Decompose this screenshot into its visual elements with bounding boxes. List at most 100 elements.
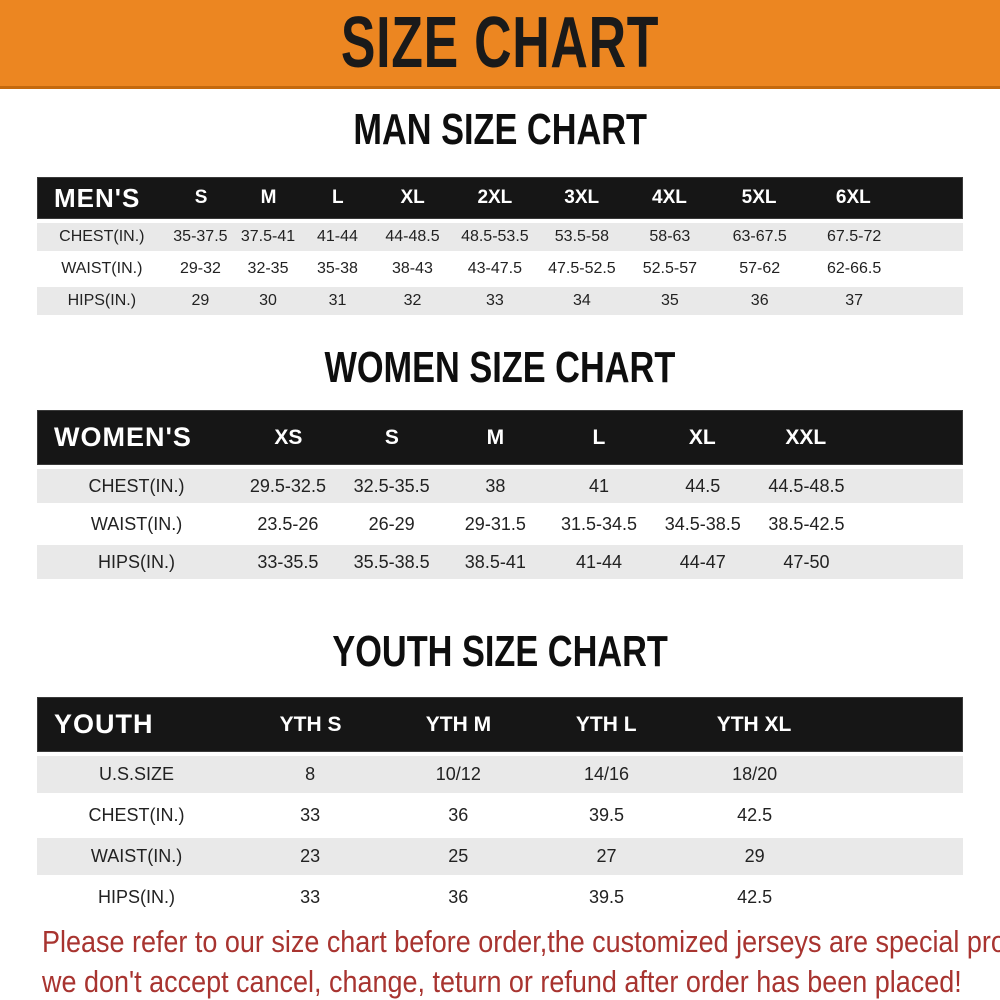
table-cell: 34.5-38.5 <box>664 513 741 534</box>
women-col-header-xl: XL <box>688 425 716 449</box>
table-cell: 67.5-72 <box>827 228 882 245</box>
table-cell: 35 <box>660 292 679 309</box>
table-cell: 47-50 <box>783 551 830 572</box>
women-col-header-m: M <box>486 425 505 449</box>
table-cell: 35-38 <box>317 260 358 277</box>
table-cell: 44.5 <box>685 475 721 496</box>
table-cell: 23.5-26 <box>257 513 319 534</box>
men-col-header-s: S <box>194 187 208 208</box>
women-waist-row: WAIST(IN.) 23.5-26 26-29 29-31.5 31.5-34… <box>37 507 963 541</box>
table-cell: 31 <box>328 292 347 309</box>
table-cell: 39.5 <box>588 805 624 825</box>
table-cell: 42.5 <box>737 805 773 825</box>
youth-section-title: YOUTH SIZE CHART <box>0 627 1000 677</box>
men-col-header-3xl: 3XL <box>564 187 600 208</box>
youth-ussize-row: U.S.SIZE 8 10/12 14/16 18/20 <box>37 756 963 793</box>
row-label: U.S.SIZE <box>99 764 175 784</box>
table-cell: 41-44 <box>317 228 358 245</box>
table-cell: 63-67.5 <box>732 228 787 245</box>
men-chest-row: CHEST(IN.) 35-37.5 37.5-41 41-44 44-48.5… <box>37 223 963 251</box>
women-hips-row: HIPS(IN.) 33-35.5 35.5-38.5 38.5-41 41-4… <box>37 545 963 579</box>
table-cell: 38 <box>485 475 506 496</box>
youth-col-header-yth-s: YTH S <box>279 712 342 736</box>
table-cell: 53.5-58 <box>554 228 610 245</box>
table-cell: 29-31.5 <box>464 513 526 534</box>
women-section-title: WOMEN SIZE CHART <box>0 343 1000 393</box>
footer-note: Please refer to our size chart before or… <box>0 922 1000 1000</box>
men-section-title: MAN SIZE CHART <box>0 105 1000 155</box>
youth-section-title-text: YOUTH SIZE CHART <box>332 627 668 676</box>
women-col-header-s: S <box>384 425 399 449</box>
row-label: CHEST(IN.) <box>59 228 145 245</box>
table-cell: 30 <box>259 292 277 309</box>
table-cell: 44-47 <box>679 551 726 572</box>
table-cell: 33 <box>485 292 504 309</box>
table-cell: 47.5-52.5 <box>548 260 616 277</box>
table-cell: 42.5 <box>737 887 773 907</box>
table-cell: 38.5-42.5 <box>768 513 845 534</box>
men-col-header-4xl: 4XL <box>652 187 687 208</box>
table-cell: 35.5-38.5 <box>353 551 430 572</box>
table-cell: 34 <box>573 292 591 309</box>
table-cell: 57-62 <box>739 260 781 277</box>
men-hips-row: HIPS(IN.) 29 30 31 32 33 34 35 36 37 <box>37 287 963 315</box>
footer-line-2: we don't accept cancel, change, teturn o… <box>42 964 962 999</box>
footer-line-1: Please refer to our size chart before or… <box>42 924 1000 959</box>
table-cell: 32 <box>403 292 422 309</box>
youth-waist-row: WAIST(IN.) 23 25 27 29 <box>37 838 963 875</box>
table-cell: 25 <box>448 846 469 866</box>
men-table-corner-label: MEN'S <box>54 182 141 213</box>
row-label: CHEST(IN.) <box>88 475 185 496</box>
table-cell: 27 <box>596 846 617 866</box>
youth-size-table: YOUTH YTH S YTH M YTH L YTH XL U.S.SIZE … <box>37 697 963 916</box>
table-cell: 10/12 <box>435 764 481 784</box>
table-cell: 26-29 <box>368 513 415 534</box>
table-cell: 18/20 <box>732 764 778 784</box>
table-cell: 36 <box>448 805 469 825</box>
men-table-header-row: MEN'S S M L XL 2XL 3XL 4XL 5XL 6XL <box>37 177 963 219</box>
row-label: WAIST(IN.) <box>61 260 143 277</box>
women-col-header-xxl: XXL <box>785 425 827 449</box>
women-col-header-xs: XS <box>274 425 303 449</box>
table-cell: 33 <box>300 887 321 907</box>
men-section-title-text: MAN SIZE CHART <box>353 105 647 154</box>
table-cell: 14/16 <box>583 764 629 784</box>
table-cell: 23 <box>300 846 321 866</box>
table-cell: 62-66.5 <box>827 260 882 277</box>
men-col-header-xl: XL <box>400 187 425 208</box>
table-cell: 29-32 <box>179 260 221 277</box>
table-cell: 8 <box>305 764 316 784</box>
banner-title: SIZE CHART <box>340 3 660 83</box>
table-cell: 29.5-32.5 <box>249 475 326 496</box>
table-cell: 41-44 <box>576 551 623 572</box>
men-col-header-5xl: 5XL <box>741 187 777 208</box>
table-cell: 37 <box>845 292 864 309</box>
women-size-table: WOMEN'S XS S M L XL XXL CHEST(IN.) 29.5-… <box>37 410 963 579</box>
youth-table-corner-label: YOUTH <box>54 709 154 739</box>
table-cell: 29 <box>191 292 210 309</box>
women-table-corner-label: WOMEN'S <box>54 422 192 452</box>
youth-col-header-yth-m: YTH M <box>425 712 492 736</box>
table-cell: 38-43 <box>392 260 433 277</box>
men-col-header-2xl: 2XL <box>477 187 513 208</box>
table-cell: 36 <box>750 292 769 309</box>
table-cell: 41 <box>589 475 610 496</box>
row-label: HIPS(IN.) <box>98 551 176 572</box>
table-cell: 39.5 <box>588 887 624 907</box>
table-cell: 32-35 <box>247 260 289 277</box>
men-size-table: MEN'S S M L XL 2XL 3XL 4XL 5XL 6XL CHEST… <box>37 177 963 315</box>
youth-hips-row: HIPS(IN.) 33 36 39.5 42.5 <box>37 879 963 916</box>
row-label: WAIST(IN.) <box>90 513 183 534</box>
women-section-title-text: WOMEN SIZE CHART <box>324 343 676 392</box>
table-cell: 32.5-35.5 <box>353 475 430 496</box>
table-cell: 36 <box>448 887 469 907</box>
table-cell: 44-48.5 <box>385 228 440 245</box>
table-cell: 29 <box>744 846 765 866</box>
table-cell: 31.5-34.5 <box>561 513 638 534</box>
table-cell: 33-35.5 <box>257 551 319 572</box>
table-cell: 37.5-41 <box>240 228 296 245</box>
men-waist-row: WAIST(IN.) 29-32 32-35 35-38 38-43 43-47… <box>37 255 963 283</box>
table-cell: 35-37.5 <box>173 228 228 245</box>
youth-table-header-row: YOUTH YTH S YTH M YTH L YTH XL <box>37 697 963 752</box>
table-cell: 43-47.5 <box>467 260 522 277</box>
